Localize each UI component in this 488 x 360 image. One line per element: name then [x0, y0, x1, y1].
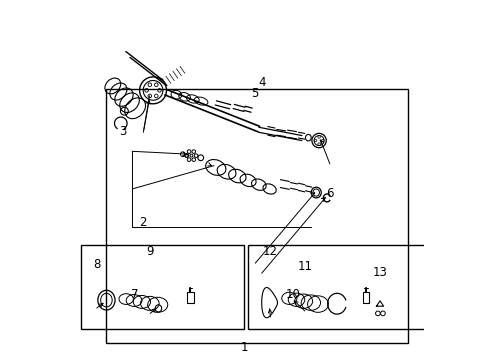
Bar — [247, 244, 488, 329]
Text: 5: 5 — [251, 87, 259, 100]
Bar — [81, 244, 244, 329]
Text: 6: 6 — [325, 187, 333, 200]
Text: 8: 8 — [93, 258, 100, 271]
Text: 3: 3 — [120, 125, 127, 138]
Text: 1: 1 — [240, 341, 248, 354]
Text: 12: 12 — [262, 245, 277, 258]
Bar — [187, 292, 193, 303]
Text: 13: 13 — [372, 266, 386, 279]
Text: 4: 4 — [258, 76, 265, 89]
Bar — [106, 89, 407, 343]
Bar — [362, 292, 368, 303]
Text: 7: 7 — [130, 288, 138, 301]
Text: 9: 9 — [146, 245, 154, 258]
Text: 2: 2 — [140, 216, 147, 229]
Text: 11: 11 — [297, 260, 312, 273]
Text: 10: 10 — [285, 288, 300, 301]
